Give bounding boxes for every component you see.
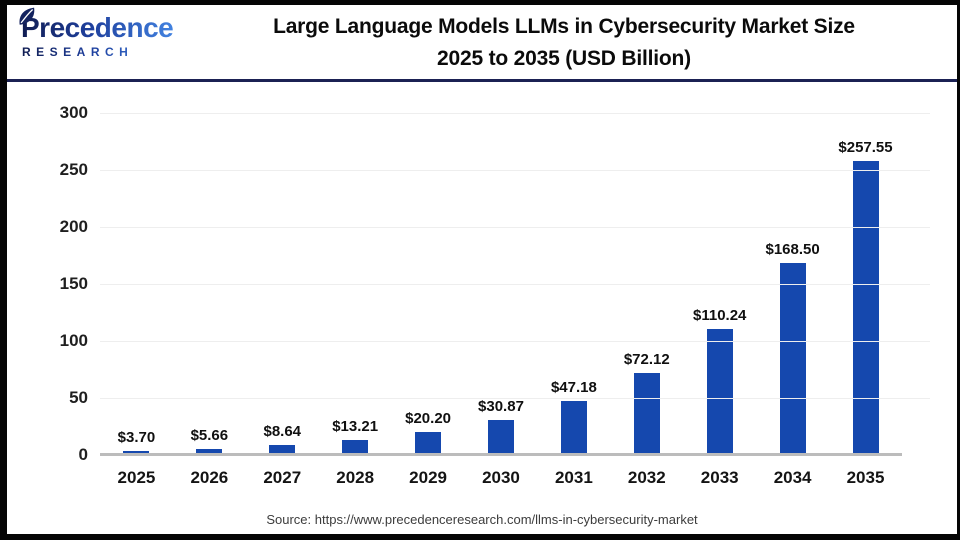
bar-2027: [269, 445, 296, 455]
bar-value-label-2027: $8.64: [263, 423, 302, 441]
bar-group-2034: $168.50: [756, 113, 829, 455]
gridline-50: [100, 398, 930, 399]
y-tick-label-250: 250: [59, 160, 88, 179]
chart-region: 0 50 100 150 200 250 300 $3.70 $5.66 $8.64 $13.21…: [7, 82, 957, 534]
bar-2031: [560, 401, 587, 455]
brand-subtitle: RESEARCH: [18, 45, 178, 59]
bar-value-label-2033: $110.24: [693, 307, 747, 325]
bar-group-2027: $8.64: [246, 113, 319, 455]
gridline-150: [100, 284, 930, 285]
x-tick-label-2032: 2032: [627, 468, 666, 487]
bar-group-2028: $13.21: [319, 113, 392, 455]
bar-2032: [633, 372, 660, 455]
gridline-300: [100, 113, 930, 114]
bar-2025: [123, 450, 150, 455]
x-tick-label-2030: 2030: [482, 468, 520, 487]
bar-group-2029: $20.20: [392, 113, 465, 455]
brand-name-text: Precedence: [21, 12, 174, 43]
x-tick-label-2031: 2031: [554, 468, 593, 487]
bar-value-label-2029: $20.20: [405, 410, 452, 427]
bar-2033: [706, 329, 733, 455]
header-divider: [7, 79, 957, 82]
chart-title-line2: 2025 to 2035 (USD Billion): [437, 47, 691, 70]
bar-value-label-2035: $257.55: [838, 139, 893, 157]
x-tick-label-2025: 2025: [117, 468, 156, 487]
x-tick-label-2035: 2035: [846, 468, 885, 487]
x-tick-label-2028: 2028: [336, 468, 375, 487]
bar-group-2035: $257.55: [829, 113, 902, 455]
header: Precedence RESEARCH Large Language Model…: [7, 5, 957, 79]
brand-logo: Precedence RESEARCH: [18, 7, 178, 59]
x-tick-label-2027: 2027: [263, 468, 302, 487]
chart-title: Large Language Models LLMs in Cybersecur…: [179, 11, 949, 75]
y-axis-labels: 0 50 100 150 200 250 300: [7, 82, 88, 534]
y-tick-label-50: 50: [69, 388, 88, 407]
bars-row: $3.70 $5.66 $8.64 $13.21 $20.20 $30.87 $47.18 $…: [100, 113, 902, 455]
bar-value-label-2026: $5.66: [190, 426, 229, 444]
bar-group-2033: $110.24: [683, 113, 756, 455]
bar-value-label-2025: $3.70: [117, 428, 156, 446]
bar-value-label-2034: $168.50: [765, 240, 820, 258]
source-attribution: Source: https://www.precedenceresearch.c…: [266, 512, 698, 527]
leaf-icon: [19, 7, 35, 25]
bar-group-2026: $5.66: [173, 113, 246, 455]
y-tick-label-300: 300: [59, 103, 88, 122]
x-axis-labels: 2025 2026 2027 2028 2029 2030 2031 2032 2033 2034…: [100, 468, 902, 488]
x-tick-label-2026: 2026: [190, 468, 229, 487]
bar-value-label-2028: $13.21: [332, 417, 379, 435]
bar-2026: [196, 448, 223, 455]
y-tick-label-200: 200: [59, 217, 88, 236]
y-tick-label-100: 100: [59, 331, 88, 350]
bar-value-label-2032: $72.12: [623, 350, 670, 368]
x-axis-line: [100, 453, 902, 456]
bar-2030: [487, 419, 514, 455]
bar-value-label-2031: $47.18: [550, 379, 597, 397]
bar-group-2030: $30.87: [465, 113, 538, 455]
brand-name: Precedence: [18, 7, 178, 44]
plot-area: $3.70 $5.66 $8.64 $13.21 $20.20 $30.87 $47.18 $…: [100, 113, 930, 456]
bar-group-2031: $47.18: [537, 113, 610, 455]
y-tick-label-0: 0: [78, 445, 88, 464]
bar-2034: [779, 262, 806, 455]
chart-title-line1: Large Language Models LLMs in Cybersecur…: [273, 15, 855, 38]
gridline-250: [100, 170, 930, 171]
bar-group-2025: $3.70: [100, 113, 173, 455]
bar-2028: [342, 439, 369, 455]
x-tick-label-2033: 2033: [700, 468, 739, 487]
bar-value-label-2030: $30.87: [478, 397, 524, 415]
x-tick-label-2029: 2029: [409, 468, 447, 487]
gridline-200: [100, 227, 930, 228]
bar-2029: [415, 432, 442, 455]
x-tick-label-2034: 2034: [773, 468, 812, 487]
bar-2035: [852, 161, 879, 455]
y-tick-label-150: 150: [59, 274, 88, 293]
bar-group-2032: $72.12: [610, 113, 683, 455]
gridline-100: [100, 341, 930, 342]
